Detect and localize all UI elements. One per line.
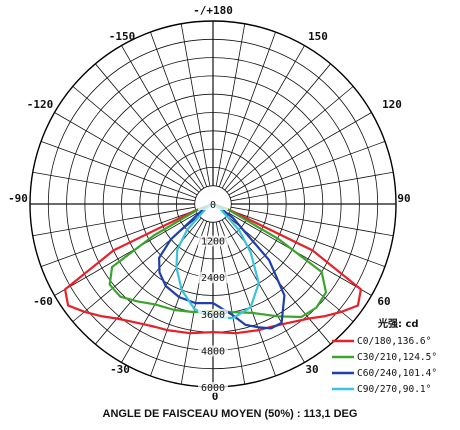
grid-spoke	[221, 219, 305, 363]
radial-label: 3600	[201, 310, 225, 321]
grid-spoke	[40, 209, 196, 267]
grid-spoke	[230, 171, 394, 202]
legend: 光强: cd C0/180,136.6° C30/210,124.5° C60/240…	[332, 317, 437, 395]
grid-spoke	[226, 215, 354, 322]
radial-labels: 0 1200 2400 3600 4800 6000	[198, 199, 228, 394]
radial-label: 1200	[201, 237, 225, 248]
grid-spoke	[150, 221, 208, 377]
series-curve-2	[158, 202, 286, 330]
legend-label: C60/240,101.4°	[357, 368, 437, 379]
grid-spoke	[218, 221, 276, 377]
legend-label: C30/210,124.5°	[357, 352, 437, 363]
beam-angle-caption: ANGLE DE FAISCEAU MOYEN (50%) : 113,1 DE…	[102, 408, 358, 420]
grid-spoke	[32, 171, 196, 202]
radial-label-bg	[198, 199, 228, 210]
grid-spoke	[230, 141, 386, 199]
grid-spoke	[150, 31, 208, 187]
grid-spoke	[226, 86, 354, 193]
grid-spoke	[40, 141, 196, 199]
radial-label: 4800	[201, 346, 225, 357]
angle-label: -60	[33, 295, 53, 308]
angle-label: 0	[212, 390, 219, 400]
radial-label-bg	[198, 382, 228, 393]
grid-spoke	[224, 63, 331, 191]
grid-spoke	[95, 63, 202, 191]
grid-spoke	[54, 212, 198, 296]
grid-spoke	[218, 31, 276, 187]
grid-spoke	[228, 112, 372, 196]
grid-spoke	[54, 112, 198, 196]
polar-chart: -/+180 -150 150 -120 120 -90 90 -60 60 -30 30 0 0 12…	[8, 4, 437, 400]
angle-label: -120	[27, 98, 54, 111]
angle-label: 150	[308, 30, 328, 43]
angle-label: 60	[377, 295, 390, 308]
series-curve-0	[63, 202, 362, 335]
grid-spoke	[121, 45, 205, 189]
radial-label-bg	[198, 235, 228, 247]
legend-label: C0/180,136.6°	[357, 336, 431, 347]
grid-spoke	[230, 209, 386, 267]
angle-label: -150	[109, 30, 136, 43]
angle-label: -30	[110, 363, 130, 376]
radial-label-bg	[198, 345, 228, 357]
grid-spoke	[215, 221, 246, 385]
radial-label-bg	[198, 308, 228, 320]
radial-label: 2400	[201, 273, 225, 284]
angle-label: 90	[397, 192, 410, 205]
angle-label: 30	[305, 363, 318, 376]
angle-label: -/+180	[193, 4, 233, 17]
radial-label-bg	[198, 272, 228, 284]
grid-spoke	[215, 23, 246, 187]
grid-spoke	[32, 206, 196, 237]
grid-spoke	[72, 86, 200, 193]
angle-labels: -/+180 -150 150 -120 120 -90 90 -60 60 -30 30 0	[8, 4, 411, 400]
grid-spoke	[121, 219, 205, 363]
grid-spoke	[221, 45, 305, 189]
angle-label: -90	[8, 192, 28, 205]
grid-spoke	[230, 206, 394, 237]
angle-label: 120	[382, 98, 402, 111]
legend-label: C90/270,90.1°	[357, 384, 431, 395]
radial-label: 0	[210, 200, 216, 211]
grid-spoke	[180, 23, 211, 187]
legend-title: 光强: cd	[377, 317, 419, 330]
radial-label: 6000	[201, 383, 225, 394]
